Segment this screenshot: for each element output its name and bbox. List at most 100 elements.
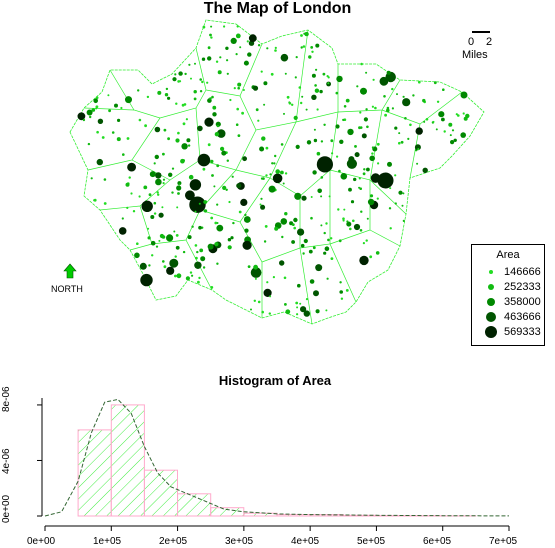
area-bubble	[386, 70, 391, 75]
area-bubble	[184, 72, 187, 76]
area-bubble	[260, 204, 266, 210]
area-bubble	[162, 182, 165, 185]
area-bubble	[338, 169, 341, 173]
area-bubble	[367, 198, 375, 206]
area-bubble	[300, 34, 303, 37]
area-bubble	[238, 210, 242, 214]
area-bubble	[296, 313, 299, 316]
london-outer-boundary	[69, 19, 485, 325]
area-bubble	[310, 196, 313, 198]
x-tick-label: 5e+05	[357, 536, 386, 547]
area-bubble	[335, 91, 339, 95]
area-bubble	[164, 93, 169, 97]
area-bubble	[122, 153, 125, 156]
area-bubble	[195, 256, 198, 260]
map-title: The Map of London	[203, 0, 352, 17]
area-bubble	[451, 129, 455, 132]
area-bubble	[90, 177, 93, 180]
area-bubble	[175, 234, 179, 237]
area-bubble	[394, 202, 397, 205]
area-bubble	[274, 49, 277, 52]
area-bubble	[197, 125, 203, 132]
area-bubble	[187, 235, 192, 240]
area-bubble	[150, 240, 156, 246]
area-bubble	[229, 98, 232, 102]
area-bubble	[311, 50, 314, 53]
area-bubble	[202, 266, 206, 269]
area-bubble	[394, 174, 397, 177]
area-bubble	[383, 95, 386, 98]
area-bubble	[241, 111, 245, 115]
legend-item: 463666	[472, 310, 544, 325]
area-bubble	[235, 53, 238, 56]
area-bubble	[274, 154, 277, 158]
area-bubble	[207, 143, 211, 147]
area-bubble	[346, 220, 349, 223]
area-bubble	[174, 255, 177, 258]
area-bubble	[398, 190, 403, 195]
area-bubble	[211, 174, 214, 177]
area-bubble	[326, 277, 329, 280]
area-bubble	[389, 227, 392, 230]
area-bubble	[359, 111, 362, 114]
area-bubble	[293, 115, 298, 120]
legend-dot	[485, 326, 497, 338]
area-bubble	[340, 173, 348, 180]
y-tick-label: 0e+00	[1, 494, 12, 523]
area-bubble	[312, 246, 316, 250]
area-bubble	[108, 109, 111, 113]
area-bubble	[214, 221, 218, 225]
area-bubble	[273, 162, 276, 165]
y-tick-label: 4e-06	[1, 448, 12, 474]
area-bubble	[291, 240, 295, 244]
area-bubble	[296, 306, 299, 309]
area-bubble	[391, 87, 394, 91]
area-bubble	[202, 167, 206, 171]
area-bubble	[377, 172, 394, 189]
area-bubble	[259, 203, 262, 206]
area-bubble	[291, 103, 294, 107]
area-bubble	[226, 59, 229, 62]
area-bubble	[291, 223, 295, 227]
area-bubble	[136, 242, 139, 245]
area-bubble	[400, 140, 404, 144]
area-bubble	[161, 206, 164, 209]
area-bubble	[221, 150, 227, 156]
area-bubble	[183, 103, 187, 106]
area-bubble	[228, 200, 231, 204]
area-bubble	[137, 89, 140, 92]
area-bubble	[82, 118, 86, 122]
area-bubble	[323, 123, 326, 127]
area-bubble	[210, 286, 214, 289]
area-bubble	[163, 128, 167, 132]
area-bubble	[162, 152, 165, 156]
area-bubble	[210, 159, 214, 164]
area-bubble	[335, 124, 340, 129]
area-bubble	[398, 132, 401, 135]
area-bubble	[126, 137, 130, 140]
x-tick-label: 0e+00	[27, 536, 56, 547]
area-bubble	[95, 107, 98, 110]
area-bubble	[220, 146, 225, 151]
area-bubble	[359, 255, 369, 266]
area-bubble	[143, 185, 148, 190]
area-bubble	[216, 129, 226, 138]
area-bubble	[315, 43, 320, 48]
area-bubble	[247, 52, 252, 57]
area-bubble	[443, 130, 446, 133]
area-bubble	[284, 172, 288, 175]
area-bubble	[433, 81, 437, 85]
area-bubble	[93, 198, 97, 202]
area-bubble	[412, 94, 415, 97]
area-bubble	[223, 25, 226, 28]
area-bubble	[376, 142, 380, 146]
area-bubble	[196, 250, 199, 254]
x-tick-marks	[44, 526, 510, 531]
legend-label: 358000	[504, 296, 541, 308]
area-bubble	[194, 62, 196, 65]
area-bubble	[283, 276, 287, 280]
area-bubble	[209, 97, 212, 100]
area-bubble	[442, 88, 445, 91]
area-bubble	[125, 96, 132, 104]
area-bubble	[91, 108, 96, 112]
